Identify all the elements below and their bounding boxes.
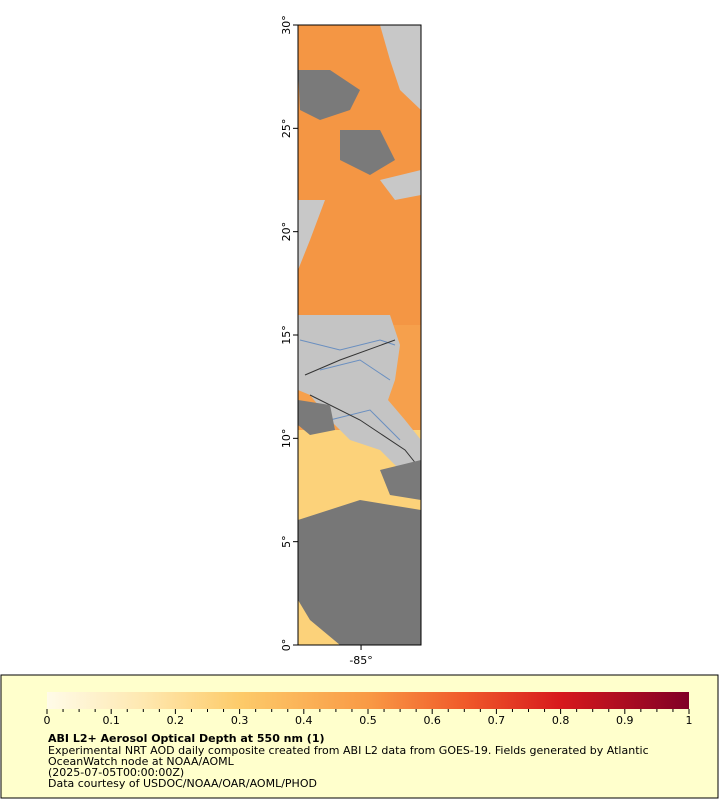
caption-line: (2025-07-05T00:00:00Z) bbox=[48, 766, 184, 779]
colorbar-tick-label: 0.3 bbox=[231, 714, 249, 727]
colorbar-tick-label: 0.1 bbox=[102, 714, 120, 727]
colorbar-tick-label: 0.4 bbox=[295, 714, 313, 727]
colorbar-tick-label: 0.6 bbox=[423, 714, 441, 727]
y-tick-label: 0° bbox=[280, 639, 293, 652]
y-tick-label: 5° bbox=[280, 535, 293, 548]
colorbar-tick-label: 0.2 bbox=[167, 714, 185, 727]
colorbar-tick-label: 0.9 bbox=[616, 714, 634, 727]
map-image bbox=[298, 25, 421, 645]
colorbar bbox=[47, 692, 689, 709]
caption-line: OceanWatch node at NOAA/AOML bbox=[48, 755, 235, 768]
colorbar-tick-label: 1 bbox=[686, 714, 693, 727]
y-tick-label: 20° bbox=[280, 222, 293, 242]
colorbar-tick-label: 0.5 bbox=[359, 714, 377, 727]
y-tick-label: 30° bbox=[280, 15, 293, 35]
y-tick-label: 10° bbox=[280, 429, 293, 449]
caption-line: Data courtesy of USDOC/NOAA/OAR/AOML/PHO… bbox=[48, 777, 317, 790]
y-tick-label: 15° bbox=[280, 325, 293, 345]
colorbar-tick-label: 0.7 bbox=[488, 714, 506, 727]
y-tick-label: 25° bbox=[280, 119, 293, 139]
caption-line: Experimental NRT AOD daily composite cre… bbox=[48, 744, 649, 757]
colorbar-tick-label: 0.8 bbox=[552, 714, 570, 727]
caption-title: ABI L2+ Aerosol Optical Depth at 550 nm … bbox=[48, 732, 325, 745]
x-tick-label: -85° bbox=[349, 654, 372, 667]
colorbar-tick-label: 0 bbox=[44, 714, 51, 727]
